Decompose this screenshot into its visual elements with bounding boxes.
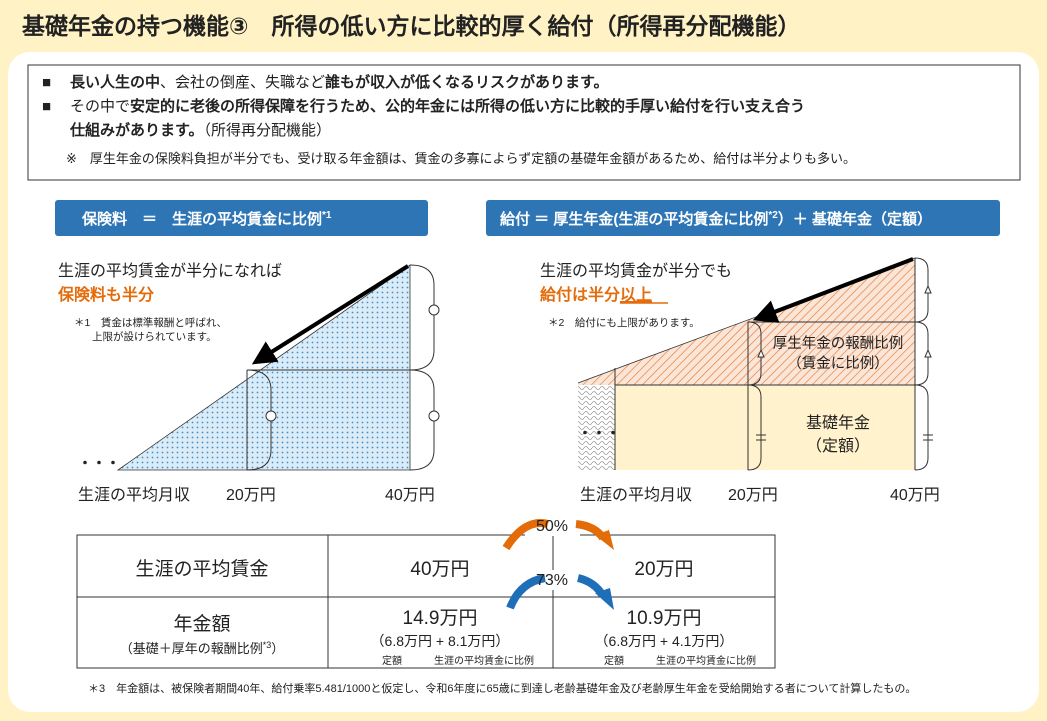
left-header-text: 保険料 ＝ 生涯の平均賃金に比例*1 xyxy=(81,210,332,228)
sublabel-sup: *3 xyxy=(263,640,272,650)
cell-breakdown: （6.8万円 + 4.1万円） xyxy=(595,633,734,649)
curved-arrow xyxy=(506,574,546,610)
footnote: ＊2 給付にも上限があります。 xyxy=(548,316,700,329)
brace xyxy=(409,264,435,371)
arrow xyxy=(752,257,914,323)
text-segment: 長い人生の中 xyxy=(70,73,160,91)
eq-marker xyxy=(923,434,933,441)
block-label: （賃金に比例） xyxy=(787,355,889,372)
bullet: ■ xyxy=(42,98,51,115)
eq-marker xyxy=(756,434,766,441)
ratio: 50% xyxy=(536,518,568,535)
row-label: 生涯の平均賃金 xyxy=(135,558,268,580)
cell: 14.9万円 xyxy=(403,608,478,629)
wave-area xyxy=(578,385,615,470)
gt-marker xyxy=(924,284,932,294)
text-segment: （所得再分配機能） xyxy=(204,122,332,139)
right-header xyxy=(486,200,1000,236)
block-label: 厚生年金の報酬比例 xyxy=(773,335,904,352)
title: 基礎年金の持つ機能③ 所得の低い方に比較的厚く給付（所得再分配機能） xyxy=(22,13,800,39)
arrow xyxy=(251,264,410,365)
curved-arrow xyxy=(502,519,550,551)
highlight-underlined: 以上 xyxy=(620,286,652,304)
row-sublabel: （基礎＋厚年の報酬比例*3） xyxy=(120,640,285,656)
note: ※ 厚生年金の保険料負担が半分でも、受け取る年金額は、賃金の多寡によらず定額の基… xyxy=(66,151,856,166)
text-segment: その中で xyxy=(70,98,130,115)
highlight-text: 給付は半分 xyxy=(540,285,620,304)
row-label: 年金額 xyxy=(173,613,230,635)
bullet-text: 長い人生の中、会社の倒産、失職など誰もが収入が低くなるリスクがあります。 xyxy=(70,73,609,91)
text-segment: 、会社の倒産、失職など xyxy=(160,74,325,91)
sublabel-end: ） xyxy=(271,641,284,656)
block-label: 基礎年金 xyxy=(806,414,870,432)
x-label: 生涯の平均月収 xyxy=(78,486,190,504)
highlight: 保険料も半分 xyxy=(57,285,154,304)
arrow-head xyxy=(595,530,614,550)
cell: 20万円 xyxy=(634,559,693,580)
block-label: （定額） xyxy=(806,437,870,455)
x-tick: 40万円 xyxy=(890,487,940,504)
cell: 40万円 xyxy=(410,559,469,580)
equal-marker xyxy=(265,410,277,422)
summary-box xyxy=(27,64,1021,181)
highlight: 給付は半分以上 xyxy=(540,285,652,304)
cell-note: 定額 xyxy=(382,654,402,667)
footnote: ＊1 賃金は標準報酬と呼ばれ、 xyxy=(74,316,227,329)
header-text: 保険料 ＝ 生涯の平均賃金に比例 xyxy=(81,210,322,228)
caption: 生涯の平均賃金が半分になれば xyxy=(58,262,282,280)
table-border xyxy=(76,534,776,669)
ellipsis: ・・・ xyxy=(78,455,120,471)
bullet-text: 仕組みがあります。（所得再分配機能） xyxy=(69,121,331,139)
header-sup: *1 xyxy=(322,210,332,221)
ellipsis: ・・・ xyxy=(578,425,620,441)
x-tick: 20万円 xyxy=(728,487,778,504)
ratio-bg xyxy=(525,570,580,590)
ratio: 73% xyxy=(536,572,568,589)
brace xyxy=(747,384,762,471)
cell: 10.9万円 xyxy=(627,608,702,629)
header-text: ）＋ 基礎年金（定額） xyxy=(778,210,932,228)
premium-area xyxy=(116,264,411,471)
bullet: ■ xyxy=(42,74,51,91)
gt-marker xyxy=(924,348,932,358)
text-segment: 誰もが収入が低くなるリスクがあります。 xyxy=(325,73,609,91)
gt-marker xyxy=(757,348,765,358)
header-sup: *2 xyxy=(768,210,778,221)
brace xyxy=(914,384,929,471)
x-label: 生涯の平均月収 xyxy=(580,486,692,504)
arrow-head xyxy=(595,588,614,610)
header-text: 給付 ＝ 厚生年金(生涯の平均賃金に比例 xyxy=(500,210,768,228)
equal-marker xyxy=(428,304,440,316)
cell-note: 生涯の平均賃金に比例 xyxy=(434,654,534,667)
text-segment: 安定的に老後の所得保障を行うため、公的年金には所得の低い方に比較的手厚い給付を行… xyxy=(130,97,805,115)
x-tick: 20万円 xyxy=(226,487,276,504)
x-tick: 40万円 xyxy=(385,487,435,504)
cell-breakdown: （6.8万円 + 8.1万円） xyxy=(371,633,510,649)
cell-note: 定額 xyxy=(604,654,624,667)
footnote: ＊3 年金額は、被保険者期間40年、給付乗率5.481/1000と仮定し、令和6… xyxy=(88,681,916,695)
right-header-text: 給付 ＝ 厚生年金(生涯の平均賃金に比例*2）＋ 基礎年金（定額） xyxy=(500,210,932,228)
sublabel: （基礎＋厚年の報酬比例 xyxy=(120,641,263,656)
left-header xyxy=(55,200,428,236)
basic-pension-area xyxy=(615,385,915,470)
text-segment: 仕組みがあります。 xyxy=(69,121,204,139)
caption: 生涯の平均賃金が半分でも xyxy=(540,262,732,280)
bullet-text: その中で安定的に老後の所得保障を行うため、公的年金には所得の低い方に比較的手厚い… xyxy=(70,97,805,115)
table xyxy=(76,534,776,669)
footnote: 上限が設けられています。 xyxy=(92,330,217,343)
cell-note: 生涯の平均賃金に比例 xyxy=(656,654,756,667)
equal-marker xyxy=(428,410,440,422)
